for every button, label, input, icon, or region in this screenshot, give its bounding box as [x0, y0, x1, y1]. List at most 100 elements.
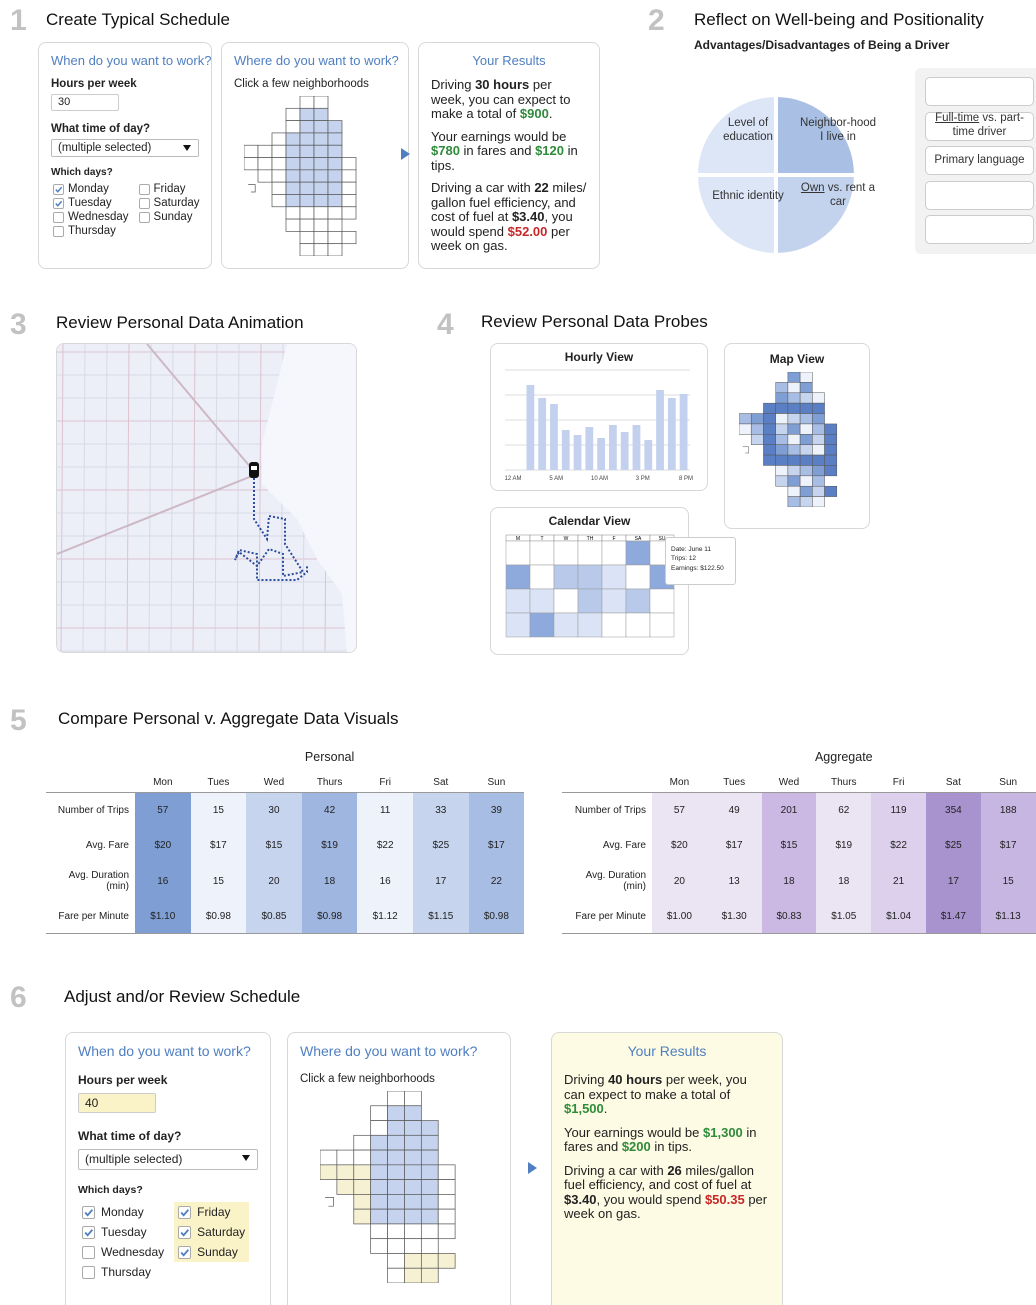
neighborhood[interactable]	[812, 444, 825, 456]
neighborhood[interactable]	[812, 485, 825, 497]
neighborhood[interactable]	[775, 434, 789, 445]
calendar-day[interactable]	[505, 564, 531, 590]
neighborhood[interactable]	[404, 1253, 422, 1269]
neighborhood[interactable]	[738, 413, 752, 425]
factor-card[interactable]: Full-time vs. part-time driver	[925, 111, 1034, 141]
neighborhood[interactable]	[370, 1194, 388, 1210]
day-option[interactable]: Thursday	[78, 1262, 168, 1282]
neighborhood[interactable]	[353, 1164, 372, 1180]
calendar-day[interactable]	[505, 540, 531, 566]
neighborhood[interactable]	[299, 157, 315, 171]
neighborhood[interactable]	[387, 1149, 405, 1166]
calendar-day[interactable]	[625, 564, 651, 590]
neighborhood[interactable]	[370, 1134, 388, 1151]
neighborhood[interactable]	[257, 157, 273, 171]
neighborhood[interactable]	[799, 413, 813, 425]
calendar-day[interactable]	[553, 540, 579, 566]
neighborhood[interactable]	[775, 413, 789, 425]
neighborhood[interactable]	[299, 107, 315, 121]
hours-input[interactable]: 40	[78, 1093, 156, 1113]
neighborhood[interactable]	[787, 496, 801, 508]
day-option[interactable]: Monday	[78, 1202, 168, 1222]
neighborhood[interactable]	[420, 1223, 439, 1240]
neighborhood[interactable]	[799, 475, 813, 487]
neighborhood[interactable]	[404, 1267, 422, 1284]
day-option[interactable]: Wednesday	[51, 210, 131, 224]
neighborhood[interactable]	[775, 392, 789, 404]
neighborhood[interactable]	[812, 423, 825, 435]
time-select[interactable]: (multiple selected)	[51, 139, 199, 157]
neighborhood[interactable]	[775, 475, 789, 487]
neighborhood[interactable]	[799, 423, 813, 435]
neighborhood[interactable]	[271, 144, 287, 158]
factor-card[interactable]	[925, 77, 1034, 106]
neighborhood[interactable]	[327, 206, 343, 220]
neighborhood[interactable]	[775, 444, 789, 456]
neighborhood[interactable]	[370, 1149, 388, 1166]
neighborhood[interactable]	[387, 1179, 405, 1195]
neighborhood[interactable]	[437, 1253, 456, 1269]
neighborhood[interactable]	[341, 206, 357, 220]
neighborhood[interactable]	[313, 194, 329, 208]
day-option[interactable]: Saturday	[137, 196, 202, 210]
neighborhood[interactable]	[387, 1120, 405, 1136]
neighborhood[interactable]	[285, 144, 301, 158]
neighborhood[interactable]	[404, 1105, 422, 1121]
calendar-day[interactable]	[553, 612, 579, 638]
neighborhood[interactable]	[420, 1194, 439, 1210]
neighborhood[interactable]	[387, 1267, 405, 1284]
neighborhood[interactable]	[341, 169, 357, 183]
time-select[interactable]: (multiple selected)	[78, 1149, 258, 1170]
calendar-day[interactable]	[529, 588, 555, 614]
neighborhood[interactable]	[812, 402, 825, 414]
neighborhood[interactable]	[387, 1105, 405, 1121]
neighborhood[interactable]	[799, 392, 813, 404]
neighborhood[interactable]	[299, 243, 315, 257]
neighborhood[interactable]	[787, 382, 801, 394]
neighborhood[interactable]	[775, 465, 789, 477]
neighborhood[interactable]	[299, 169, 315, 183]
calendar-day[interactable]	[529, 612, 555, 638]
neighborhood[interactable]	[285, 194, 301, 208]
day-option[interactable]: Tuesday	[51, 196, 131, 210]
neighborhood[interactable]	[404, 1238, 422, 1254]
neighborhood[interactable]	[824, 434, 838, 445]
calendar-day[interactable]	[577, 612, 603, 638]
day-option[interactable]: Sunday	[137, 210, 202, 224]
neighborhood[interactable]	[750, 413, 764, 425]
neighborhood[interactable]	[319, 1149, 338, 1166]
neighborhood[interactable]	[271, 157, 287, 171]
neighborhood[interactable]	[299, 132, 315, 146]
neighborhood[interactable]	[775, 423, 789, 435]
neighborhood[interactable]	[387, 1194, 405, 1210]
neighborhood[interactable]	[299, 120, 315, 134]
neighborhood[interactable]	[285, 169, 301, 183]
neighborhood[interactable]	[812, 496, 825, 508]
neighborhood[interactable]	[824, 485, 838, 497]
day-option[interactable]: Friday	[137, 182, 202, 196]
neighborhood[interactable]	[243, 144, 259, 158]
neighborhood[interactable]	[271, 169, 287, 183]
neighborhood[interactable]	[353, 1208, 372, 1225]
pie-quadrant[interactable]	[774, 173, 859, 258]
neighborhood[interactable]	[437, 1208, 456, 1225]
neighborhood[interactable]	[404, 1120, 422, 1136]
neighborhood[interactable]	[387, 1134, 405, 1151]
neighborhood[interactable]	[341, 194, 357, 208]
neighborhood[interactable]	[285, 120, 301, 134]
neighborhood[interactable]	[285, 132, 301, 146]
neighborhood[interactable]	[824, 444, 838, 456]
neighborhood[interactable]	[313, 243, 329, 257]
neighborhood[interactable]	[799, 485, 813, 497]
calendar-day[interactable]	[649, 612, 675, 638]
neighborhood[interactable]	[420, 1149, 439, 1166]
neighborhood[interactable]	[327, 243, 343, 257]
neighborhood[interactable]	[271, 194, 287, 208]
neighborhood[interactable]	[787, 423, 801, 435]
neighborhood[interactable]	[327, 144, 343, 158]
calendar-day[interactable]	[625, 612, 651, 638]
neighborhood[interactable]	[285, 218, 301, 232]
day-option[interactable]: Thursday	[51, 224, 131, 238]
neighborhood[interactable]	[313, 144, 329, 158]
neighborhood[interactable]	[775, 402, 789, 414]
